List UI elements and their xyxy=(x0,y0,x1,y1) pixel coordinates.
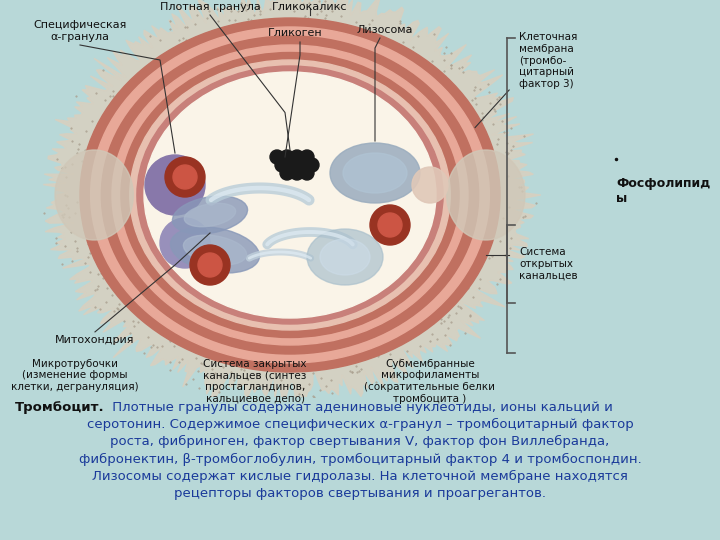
Circle shape xyxy=(378,213,402,237)
Ellipse shape xyxy=(446,150,525,240)
Ellipse shape xyxy=(144,72,436,318)
Ellipse shape xyxy=(343,153,407,193)
Ellipse shape xyxy=(307,229,383,285)
Text: Специфическая
α-гранула: Специфическая α-гранула xyxy=(33,21,127,42)
Text: Клеточная
мембрана
(тромбо-
цитарный
фактор 3): Клеточная мембрана (тромбо- цитарный фак… xyxy=(519,32,577,89)
Ellipse shape xyxy=(80,18,500,372)
Circle shape xyxy=(285,158,299,172)
Ellipse shape xyxy=(145,155,205,215)
Text: Лизосома: Лизосома xyxy=(356,25,413,35)
Text: Плотные гранулы содержат адениновые нуклеотиды, ионы кальций и
серотонин. Содерж: Плотные гранулы содержат адениновые нукл… xyxy=(78,401,642,500)
Circle shape xyxy=(190,245,230,285)
Ellipse shape xyxy=(184,203,235,227)
Ellipse shape xyxy=(121,52,459,338)
Text: Тромбоцит.: Тромбоцит. xyxy=(14,401,104,414)
Circle shape xyxy=(300,166,314,180)
Circle shape xyxy=(300,150,314,164)
Ellipse shape xyxy=(137,66,443,324)
Text: Система
открытых
канальцев: Система открытых канальцев xyxy=(519,247,577,281)
Text: Субмембранные
микрофиламенты
(сократительные белки
тромбоцита ): Субмембранные микрофиламенты (сократител… xyxy=(364,359,495,404)
Circle shape xyxy=(290,150,304,164)
Ellipse shape xyxy=(330,143,420,203)
Circle shape xyxy=(290,166,304,180)
Circle shape xyxy=(270,150,284,164)
Circle shape xyxy=(280,166,294,180)
Text: Митохондрия: Митохондрия xyxy=(55,335,135,345)
Circle shape xyxy=(165,157,205,197)
Ellipse shape xyxy=(412,167,448,203)
Ellipse shape xyxy=(320,239,370,275)
Ellipse shape xyxy=(173,196,248,234)
Circle shape xyxy=(275,158,289,172)
Ellipse shape xyxy=(130,60,450,330)
Circle shape xyxy=(295,158,309,172)
Ellipse shape xyxy=(91,27,490,363)
Text: Плотная гранула: Плотная гранула xyxy=(160,2,261,12)
Text: Система закрытых
канальцев (синтез
простагландинов,
кальциевое депо): Система закрытых канальцев (синтез прост… xyxy=(203,359,307,404)
Ellipse shape xyxy=(102,36,479,354)
Circle shape xyxy=(370,205,410,245)
Ellipse shape xyxy=(112,45,468,345)
Text: Фосфолипид
ы: Фосфолипид ы xyxy=(616,177,711,205)
Text: Гликоген: Гликоген xyxy=(268,28,323,38)
Ellipse shape xyxy=(171,227,259,273)
Ellipse shape xyxy=(184,235,247,265)
Circle shape xyxy=(173,165,197,189)
Ellipse shape xyxy=(160,218,210,268)
Circle shape xyxy=(198,253,222,277)
Polygon shape xyxy=(43,0,541,407)
Text: Гликокаликс: Гликокаликс xyxy=(272,2,348,12)
Circle shape xyxy=(280,150,294,164)
Text: Микротрубочки
(изменение формы
клетки, дегрануляция): Микротрубочки (изменение формы клетки, д… xyxy=(12,359,139,392)
Circle shape xyxy=(305,158,319,172)
Ellipse shape xyxy=(55,150,133,240)
